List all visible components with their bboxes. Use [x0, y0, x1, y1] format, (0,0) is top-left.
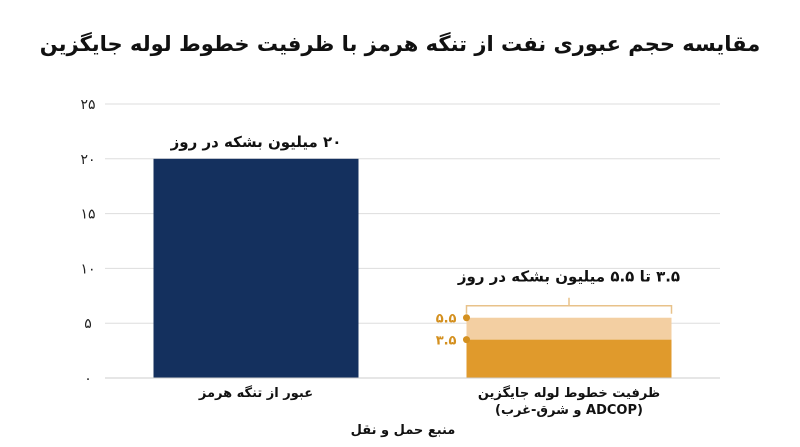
marker-label: ۳.۵: [436, 334, 457, 349]
y-tick-label: ۲۰: [80, 152, 95, 168]
x-tick-label: ظرفیت خطوط لوله جایگزین: [478, 385, 660, 401]
marker-dot: [463, 314, 470, 322]
range-bracket: [465, 297, 673, 314]
bar-pipeline-range: [466, 317, 672, 340]
y-tick-label: ۵: [84, 316, 92, 332]
bar-hormuz: [153, 158, 359, 378]
bar-pipeline-base: [466, 339, 672, 378]
y-tick-label: ۱۵: [80, 207, 95, 223]
y-tick-label: ۲۵: [80, 97, 95, 113]
bar-annotation: ۳.۵ تا ۵.۵ میلیون بشکه در روز: [457, 268, 680, 286]
x-tick-label: (ADCOP و شرق-غرب): [495, 403, 643, 418]
x-axis-label: منبع حمل و نقل: [351, 423, 456, 438]
chart-title: مقایسه حجم عبوری نفت از تنگه هرمز با ظرف…: [39, 32, 761, 56]
marker-dot: [463, 336, 470, 344]
bar-annotation: ۲۰ میلیون بشکه در روز: [170, 133, 342, 151]
y-tick-label: ۱۰: [80, 261, 95, 277]
marker-label: ۵.۵: [436, 312, 457, 327]
y-tick-label: ۰: [84, 371, 92, 387]
x-tick-label: عبور از تنگه هرمز: [198, 385, 313, 401]
